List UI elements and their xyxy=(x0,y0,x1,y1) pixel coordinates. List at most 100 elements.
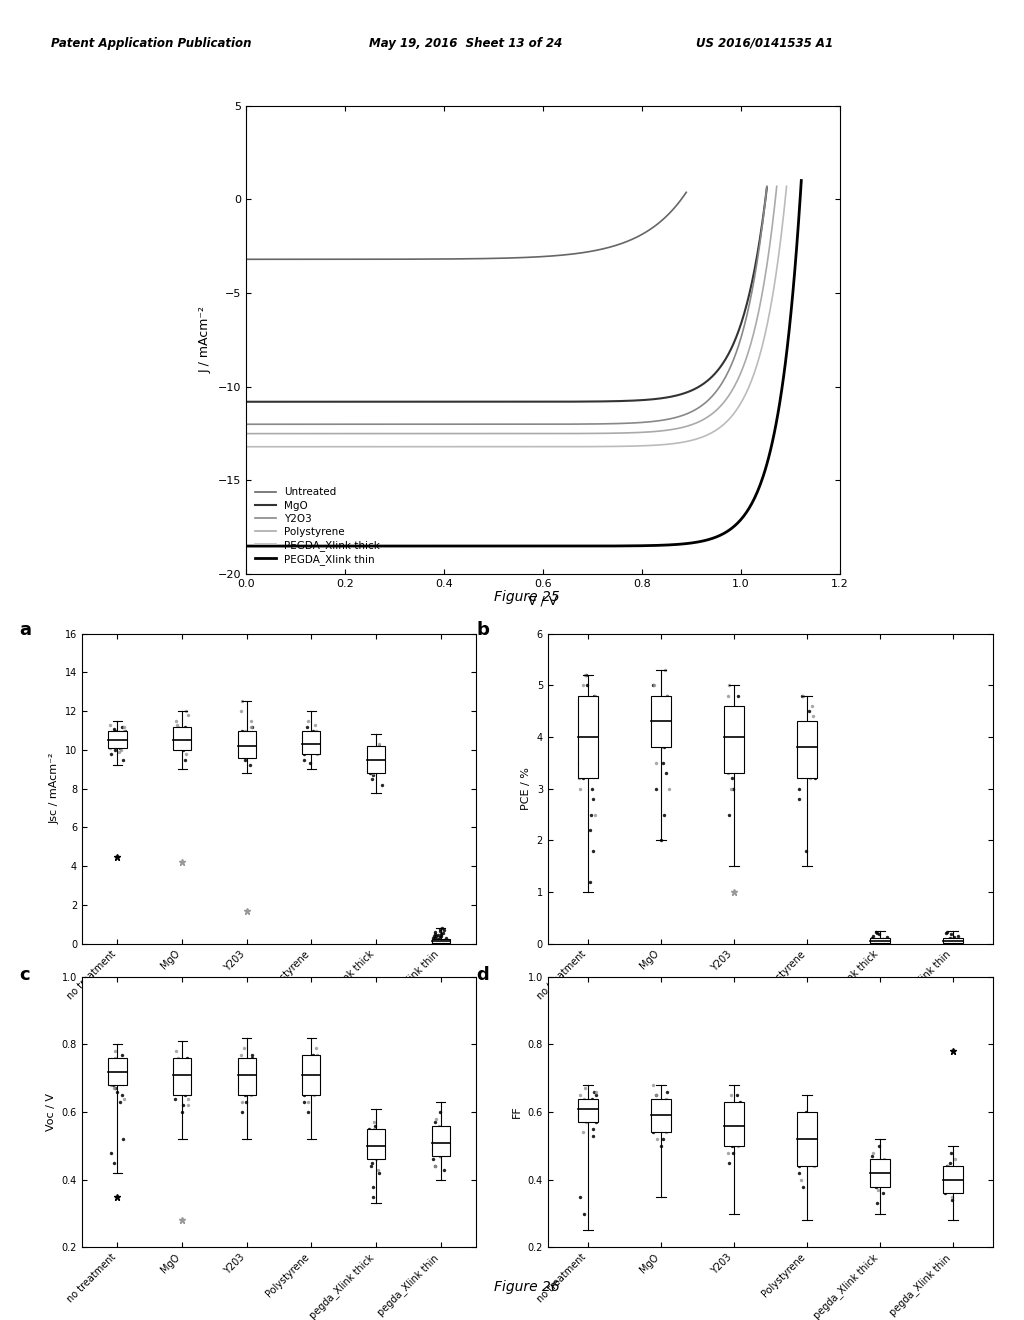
Point xyxy=(362,743,379,764)
Bar xyxy=(367,746,385,774)
Point xyxy=(243,1061,259,1082)
PEGDA_Xlink thin xyxy=(626,539,638,554)
Point xyxy=(794,685,810,706)
Point xyxy=(371,748,387,770)
Untreated xyxy=(500,251,512,267)
Point xyxy=(791,747,807,768)
Point xyxy=(365,1133,381,1154)
Y2O3 xyxy=(394,416,407,432)
Point xyxy=(870,1179,887,1200)
Point xyxy=(371,1122,387,1143)
Point xyxy=(873,1163,890,1184)
Point xyxy=(429,931,445,952)
Point xyxy=(950,1179,967,1200)
Point xyxy=(647,1085,664,1106)
Point xyxy=(804,1122,820,1143)
Point xyxy=(588,715,604,737)
Point xyxy=(303,738,319,759)
Point xyxy=(799,1146,815,1167)
Point xyxy=(719,1109,735,1130)
Point xyxy=(106,1048,123,1069)
Point xyxy=(178,743,195,764)
Point xyxy=(798,841,814,862)
Point xyxy=(234,719,251,741)
Point xyxy=(583,1098,599,1119)
Point xyxy=(578,1078,594,1100)
Bar xyxy=(173,1059,191,1096)
Point xyxy=(571,752,588,774)
Text: Patent Application Publication: Patent Application Publication xyxy=(51,37,252,50)
Point xyxy=(105,1078,122,1100)
Bar xyxy=(431,1126,450,1156)
Point xyxy=(175,722,191,743)
Point xyxy=(865,925,882,946)
Point xyxy=(732,1133,749,1154)
Point xyxy=(362,751,379,772)
Point xyxy=(645,701,662,722)
Bar xyxy=(943,937,964,942)
Point xyxy=(577,1092,593,1113)
Point xyxy=(571,768,588,789)
MgO xyxy=(761,180,773,195)
Point xyxy=(867,1176,884,1197)
Line: Polystyrene: Polystyrene xyxy=(246,186,777,434)
Point xyxy=(302,731,318,752)
Point xyxy=(805,706,821,727)
Point xyxy=(236,1038,252,1059)
Point xyxy=(170,715,186,737)
Point xyxy=(360,1118,377,1139)
Point xyxy=(167,723,183,744)
Point xyxy=(650,715,667,737)
Point xyxy=(791,1148,807,1170)
Point xyxy=(723,1085,739,1106)
PEGDA_Xlink thin xyxy=(404,539,417,554)
Untreated xyxy=(680,185,692,201)
PEGDA_Xlink thick xyxy=(400,438,413,454)
Point xyxy=(430,1118,446,1139)
Point xyxy=(243,1061,259,1082)
Point xyxy=(431,1115,447,1137)
Point xyxy=(791,779,807,800)
Point xyxy=(362,1156,379,1177)
Text: Figure 26: Figure 26 xyxy=(495,1280,560,1294)
Point xyxy=(238,1092,254,1113)
Point xyxy=(105,1074,122,1096)
Point xyxy=(308,1078,325,1100)
Point xyxy=(238,743,254,764)
Point xyxy=(657,1122,674,1143)
Point xyxy=(372,1133,388,1154)
Point xyxy=(237,748,253,770)
Point xyxy=(588,1085,604,1106)
Point xyxy=(113,731,129,752)
Line: PEGDA_Xlink thin: PEGDA_Xlink thin xyxy=(246,181,802,546)
Point xyxy=(245,727,261,748)
Point xyxy=(429,931,445,952)
Point xyxy=(428,929,444,950)
Point xyxy=(869,923,886,944)
Point xyxy=(946,1148,963,1170)
Point xyxy=(805,752,821,774)
Point xyxy=(577,726,593,747)
Bar xyxy=(797,1111,817,1167)
Y-axis label: PCE / %: PCE / % xyxy=(521,767,531,810)
Point xyxy=(307,1074,324,1096)
Point xyxy=(308,1038,325,1059)
Point xyxy=(795,715,811,737)
Point xyxy=(305,1085,322,1106)
Bar xyxy=(109,1059,127,1085)
Point xyxy=(942,1176,958,1197)
Line: PEGDA_Xlink thick: PEGDA_Xlink thick xyxy=(246,186,786,446)
Point xyxy=(374,775,390,796)
Point xyxy=(304,727,321,748)
Point xyxy=(430,1125,446,1146)
Point xyxy=(659,1105,676,1126)
Point xyxy=(364,768,380,789)
Point xyxy=(117,1071,133,1092)
Point xyxy=(300,710,316,731)
Point xyxy=(734,1118,751,1139)
Point xyxy=(361,1135,378,1156)
Point xyxy=(951,931,968,952)
Point xyxy=(433,924,450,945)
Point xyxy=(571,1105,588,1126)
Point xyxy=(302,1051,318,1072)
